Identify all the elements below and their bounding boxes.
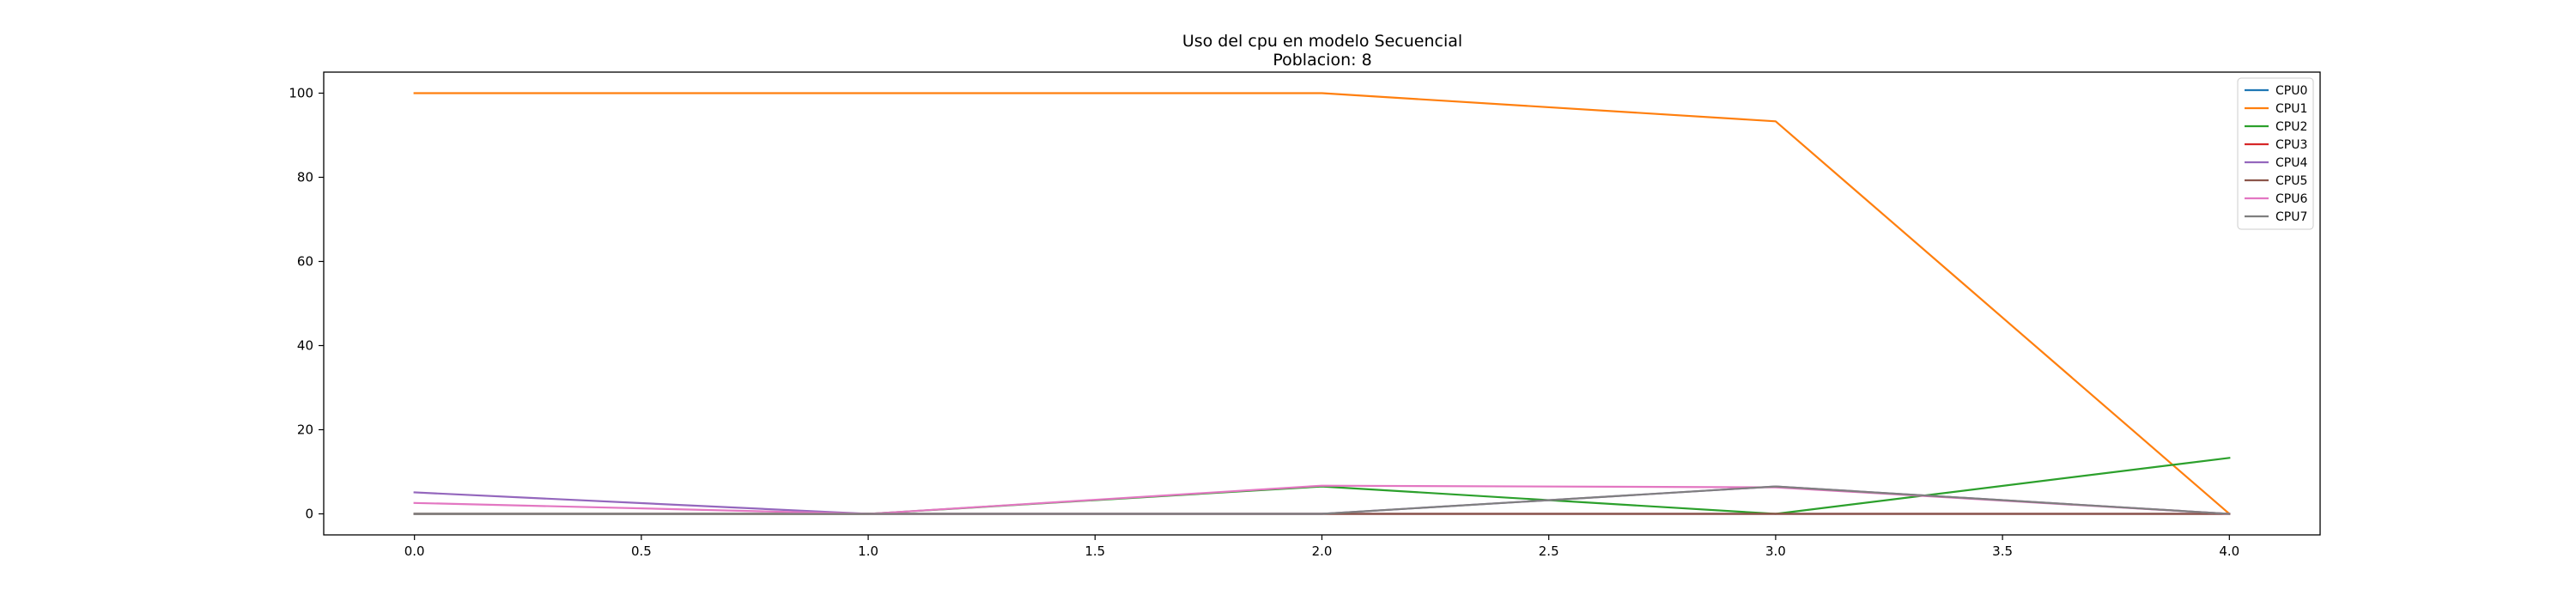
chart-subtitle: Poblacion: 8 (1273, 51, 1371, 70)
x-tick-label: 0.5 (631, 543, 652, 559)
x-tick-label: 2.5 (1539, 543, 1559, 559)
x-tick-label: 0.0 (404, 543, 425, 559)
x-tick-label: 1.5 (1084, 543, 1105, 559)
x-tick-label: 2.0 (1312, 543, 1333, 559)
legend-label-cpu6: CPU6 (2275, 192, 2307, 206)
legend-label-cpu2: CPU2 (2275, 120, 2307, 134)
series-line-cpu6 (413, 484, 2231, 515)
legend-label-cpu0: CPU0 (2275, 84, 2307, 98)
y-tick-label: 40 (297, 338, 313, 354)
series-line-cpu7 (413, 485, 2231, 515)
x-tick-label: 3.0 (1765, 543, 1786, 559)
series-line-cpu1 (413, 92, 2231, 516)
y-tick-label: 80 (297, 170, 313, 185)
legend-box (2237, 77, 2314, 230)
legend-label-cpu1: CPU1 (2275, 102, 2307, 116)
x-tick-label: 3.5 (1992, 543, 2013, 559)
y-tick-label: 20 (297, 422, 313, 438)
x-tick-label: 4.0 (2219, 543, 2239, 559)
y-tick-label: 0 (305, 507, 313, 522)
y-tick-label: 60 (297, 254, 313, 270)
legend-label-cpu7: CPU7 (2275, 210, 2307, 224)
legend-label-cpu4: CPU4 (2275, 156, 2307, 170)
x-tick-label: 1.0 (858, 543, 878, 559)
chart-title: Uso del cpu en modelo Secuencial (1182, 32, 1462, 51)
plot-frame (323, 71, 2321, 536)
y-tick-label: 100 (289, 86, 313, 101)
legend-label-cpu5: CPU5 (2275, 174, 2307, 188)
legend-label-cpu3: CPU3 (2275, 138, 2307, 152)
